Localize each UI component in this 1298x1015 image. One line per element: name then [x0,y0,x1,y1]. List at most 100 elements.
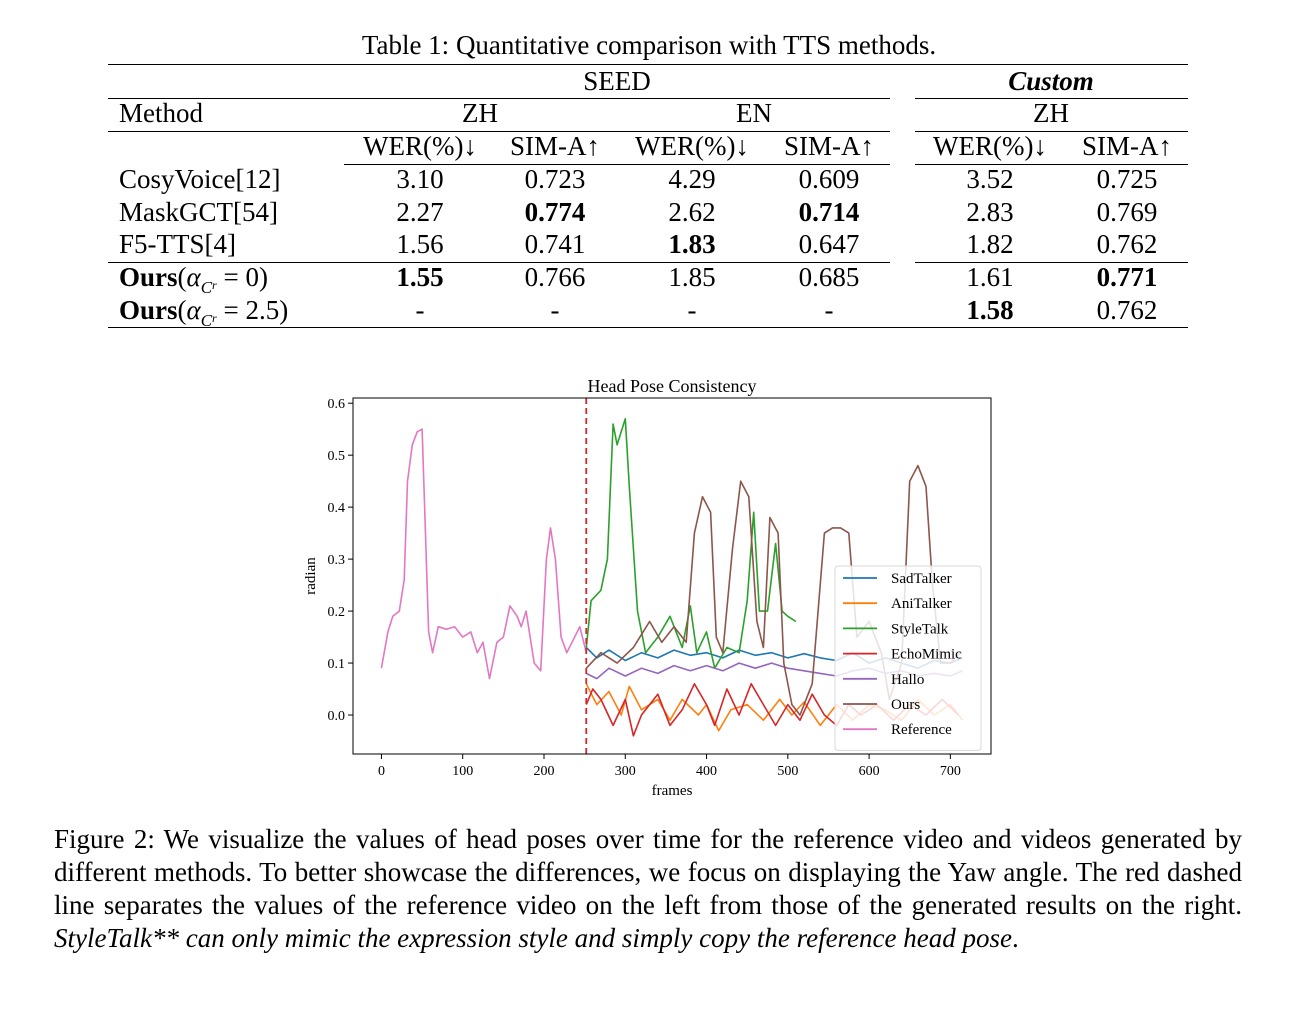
legend-label: EchoMimic [891,647,962,663]
metric-header: SIM-A↑ [783,131,875,161]
alpha-subscript: C [200,311,213,330]
x-tick-label: 200 [533,764,554,779]
alpha-value: = 0) [216,262,268,292]
table-cell: 0.762 [1096,295,1158,325]
row-method: F5-TTS[4] [119,229,236,259]
lang-rule-custom [915,131,1188,132]
x-tick-label: 600 [859,764,880,779]
alpha-value: = 2.5) [216,295,289,325]
table-cell-best: 1.83 [668,229,716,259]
table-cell: - [550,295,560,325]
chart-svg: 0 100 200 300 400 500 600 700 0.0 0.1 0.2 0.3 0.4 0.5… [303,376,992,799]
results-table: SEED Custom Method ZH EN ZH WER(%)↓ SIM-… [0,0,1298,340]
legend-label: AniTalker [891,596,952,612]
row-method: Ours [119,262,178,292]
table-cell: 0.769 [1096,197,1158,227]
x-tick-label: 400 [696,764,717,779]
metric-rule-custom [915,164,1188,165]
table-cell: 0.723 [524,164,586,194]
x-tick-label: 700 [940,764,961,779]
header-seed: SEED [583,66,651,96]
table-cell: 1.61 [966,262,1014,292]
legend-label: Hallo [891,672,924,688]
x-tick-label: 500 [777,764,798,779]
metric-header: WER(%)↓ [363,131,477,161]
header-seed-en: EN [736,98,772,128]
header-method: Method [119,98,203,128]
table-cell: 3.52 [966,164,1014,194]
table-cell: 0.609 [798,164,860,194]
metric-header: SIM-A↑ [1081,131,1173,161]
table-cell: 0.741 [524,229,586,259]
alpha-symbol: α [186,295,201,325]
legend-label: StyleTalk [891,621,949,637]
table-cell-best: 0.771 [1096,262,1158,292]
table-cell-best: 0.714 [798,197,860,227]
table-cell: - [687,295,697,325]
alpha-subsubscript: r [212,278,217,292]
table-cell: 2.62 [668,197,716,227]
y-tick-label: 0.3 [328,553,346,568]
figure-caption-italic: StyleTalk** can only mimic the expressio… [54,923,1012,953]
alpha-subscript: C [200,278,213,297]
table-cell-best: 1.55 [396,262,444,292]
y-axis-label: radian [303,557,319,595]
header-custom-zh: ZH [1033,98,1069,128]
table-cell: 0.762 [1096,229,1158,259]
lang-rule-seed [108,131,890,132]
metric-rule-seed [344,164,890,165]
legend-label: Reference [891,722,952,738]
table-bottom-rule [108,327,1188,328]
chart-title: Head Pose Consistency [588,376,757,396]
table-cell-best: 0.774 [524,197,586,227]
table-cell: 3.10 [396,164,444,194]
legend-label: SadTalker [891,571,952,587]
row-method: MaskGCT[54] [119,197,278,227]
table-cell: 0.685 [798,262,860,292]
table-top-rule [108,64,1188,65]
table-cell-best: 1.58 [966,295,1014,325]
ours-separator-rule-seed [108,262,890,263]
header-seed-zh: ZH [462,98,498,128]
x-axis-label: frames [652,783,693,799]
x-tick-label: 0 [378,764,385,779]
x-tick-label: 100 [452,764,473,779]
legend-label: Ours [891,697,920,713]
metric-header: WER(%)↓ [635,131,749,161]
ours-separator-rule-custom [915,262,1188,263]
alpha-symbol: α [186,262,201,292]
table-cell: 2.83 [966,197,1014,227]
alpha-subsubscript: r [212,311,217,325]
table-cell: 1.56 [396,229,444,259]
y-tick-label: 0.2 [328,605,346,620]
y-tick-label: 0.1 [328,657,346,672]
row-method-ours-alpha-2-5: Ours(αCr = 2.5) [119,295,289,330]
table-cell: - [824,295,834,325]
table-cell: 0.766 [524,262,586,292]
custom-group-rule [915,98,1188,99]
metric-header: WER(%)↓ [933,131,1047,161]
plot-frame [352,397,992,755]
series-line-reference [380,428,588,680]
y-tick-label: 0.4 [328,501,346,516]
row-method: CosyVoice[12] [119,164,281,194]
table-cell: 4.29 [668,164,716,194]
x-tick-label: 300 [615,764,636,779]
table-caption: Table 1: Quantitative comparison with TT… [361,30,937,60]
figure-caption-trailing: . [1012,923,1019,953]
y-tick-label: 0.6 [328,397,346,412]
table-cell: 1.82 [966,229,1014,259]
table-cell: 0.647 [798,229,860,259]
row-method-ours-alpha-0: Ours(αCr = 0) [119,262,268,297]
seed-group-rule [108,98,890,99]
table-cell: 1.85 [668,262,716,292]
table-cell: 2.27 [396,197,444,227]
figure-caption: Figure 2: We visualize the values of hea… [54,823,1242,955]
table-cell: - [415,295,425,325]
y-tick-label: 0.5 [328,449,346,464]
row-method: Ours [119,295,178,325]
head-pose-chart: 0 100 200 300 400 500 600 700 0.0 0.1 0.2 0.3 0.4 0.5… [295,370,1000,805]
header-custom: Custom [1008,66,1094,96]
y-tick-label: 0.0 [328,709,346,724]
table-cell: 0.725 [1096,164,1158,194]
